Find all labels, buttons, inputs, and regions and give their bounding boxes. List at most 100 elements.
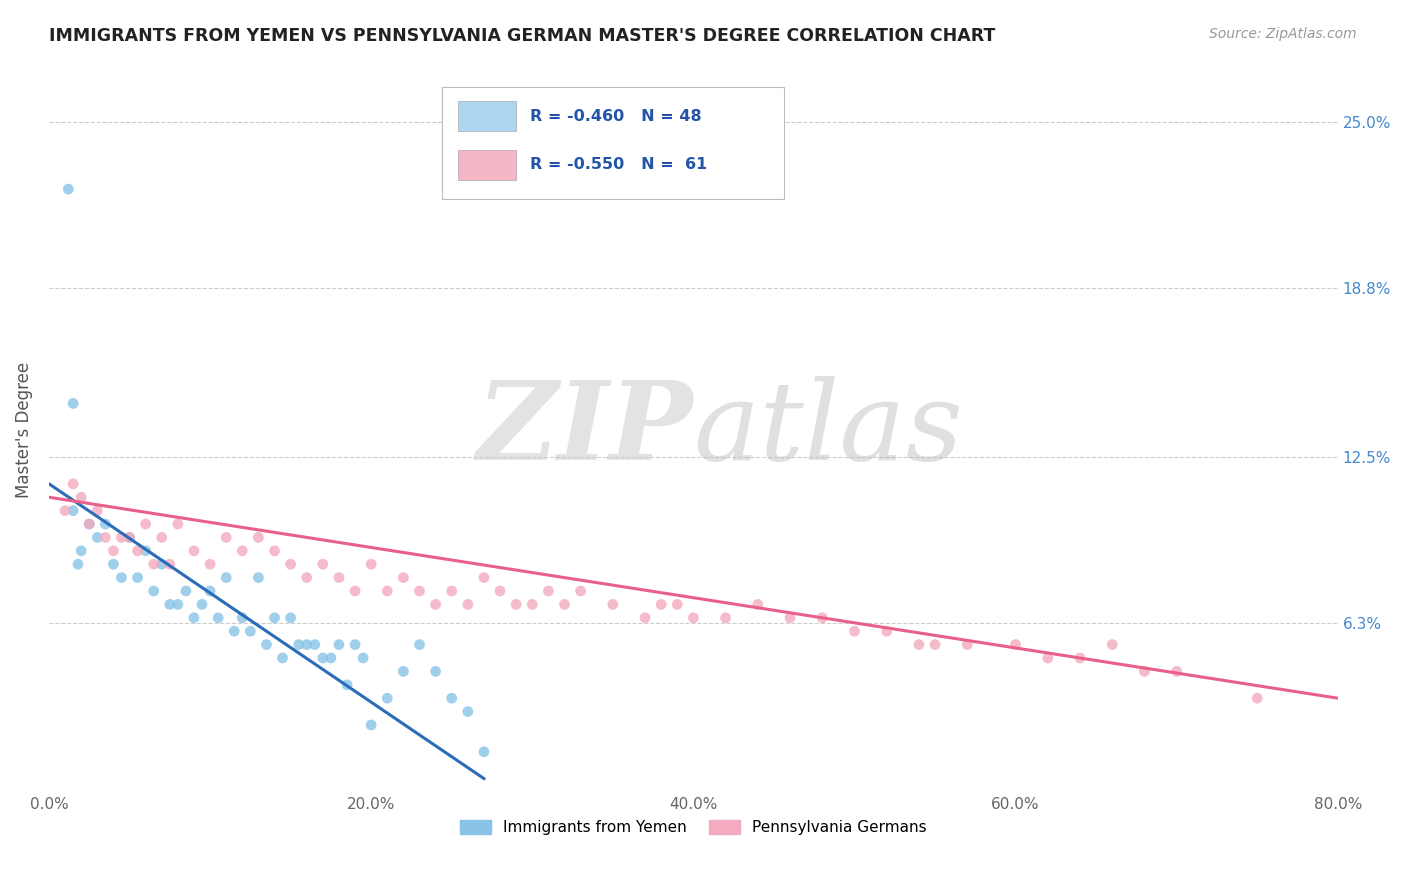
Bar bbox=[457, 101, 516, 131]
Point bbox=[924, 638, 946, 652]
Point bbox=[714, 611, 737, 625]
Point bbox=[224, 624, 246, 639]
Point bbox=[1069, 651, 1091, 665]
Point bbox=[159, 558, 181, 572]
Point bbox=[844, 624, 866, 639]
Point bbox=[166, 598, 188, 612]
Text: Source: ZipAtlas.com: Source: ZipAtlas.com bbox=[1209, 27, 1357, 41]
Point bbox=[908, 638, 931, 652]
Point bbox=[183, 611, 205, 625]
Point bbox=[747, 598, 769, 612]
Point bbox=[207, 611, 229, 625]
Point bbox=[150, 530, 173, 544]
Point bbox=[682, 611, 704, 625]
Point bbox=[375, 584, 398, 599]
Point bbox=[280, 611, 302, 625]
Point bbox=[1004, 638, 1026, 652]
Point bbox=[263, 544, 285, 558]
Point bbox=[553, 598, 575, 612]
Point bbox=[440, 691, 463, 706]
Point bbox=[103, 544, 125, 558]
Point bbox=[62, 396, 84, 410]
Point bbox=[1133, 665, 1156, 679]
Point bbox=[295, 638, 318, 652]
Point bbox=[876, 624, 898, 639]
Point bbox=[1246, 691, 1268, 706]
Point bbox=[159, 598, 181, 612]
Point bbox=[215, 571, 238, 585]
Y-axis label: Master's Degree: Master's Degree bbox=[15, 362, 32, 499]
Text: ZIP: ZIP bbox=[477, 376, 693, 484]
Point bbox=[135, 516, 157, 531]
Point bbox=[537, 584, 560, 599]
Point bbox=[66, 558, 89, 572]
Point bbox=[94, 530, 117, 544]
Point bbox=[360, 558, 382, 572]
Point bbox=[408, 638, 430, 652]
Point bbox=[472, 745, 495, 759]
Point bbox=[811, 611, 834, 625]
Point bbox=[150, 558, 173, 572]
Point bbox=[489, 584, 512, 599]
Point bbox=[650, 598, 672, 612]
Point bbox=[956, 638, 979, 652]
Text: atlas: atlas bbox=[693, 376, 963, 484]
Point bbox=[174, 584, 197, 599]
Point bbox=[375, 691, 398, 706]
Point bbox=[135, 544, 157, 558]
Point bbox=[256, 638, 278, 652]
Point bbox=[392, 571, 415, 585]
Point bbox=[280, 558, 302, 572]
Point bbox=[336, 678, 359, 692]
Point bbox=[239, 624, 262, 639]
Point bbox=[425, 665, 447, 679]
Point bbox=[183, 544, 205, 558]
Point bbox=[166, 516, 188, 531]
Point bbox=[58, 182, 80, 196]
Point bbox=[328, 638, 350, 652]
Point bbox=[110, 530, 132, 544]
Legend: Immigrants from Yemen, Pennsylvania Germans: Immigrants from Yemen, Pennsylvania Germ… bbox=[460, 820, 927, 835]
Point bbox=[319, 651, 342, 665]
Point bbox=[344, 584, 367, 599]
Point bbox=[62, 476, 84, 491]
Point bbox=[263, 611, 285, 625]
Point bbox=[231, 544, 253, 558]
Point bbox=[86, 503, 108, 517]
Point bbox=[287, 638, 309, 652]
Point bbox=[360, 718, 382, 732]
Point bbox=[53, 503, 76, 517]
Bar bbox=[457, 150, 516, 180]
Point bbox=[118, 530, 141, 544]
Point bbox=[522, 598, 544, 612]
Point bbox=[127, 571, 149, 585]
Point bbox=[77, 516, 100, 531]
Point bbox=[247, 530, 270, 544]
Point bbox=[215, 530, 238, 544]
Point bbox=[634, 611, 657, 625]
Point bbox=[666, 598, 689, 612]
Point bbox=[70, 490, 93, 504]
Point bbox=[344, 638, 367, 652]
Point bbox=[271, 651, 294, 665]
Point bbox=[191, 598, 214, 612]
Point bbox=[198, 584, 221, 599]
Point bbox=[457, 598, 479, 612]
Point bbox=[1166, 665, 1188, 679]
Point bbox=[295, 571, 318, 585]
Point bbox=[118, 530, 141, 544]
Point bbox=[110, 571, 132, 585]
FancyBboxPatch shape bbox=[441, 87, 783, 199]
Point bbox=[440, 584, 463, 599]
Text: R = -0.550   N =  61: R = -0.550 N = 61 bbox=[530, 157, 707, 172]
Point bbox=[779, 611, 801, 625]
Point bbox=[312, 558, 335, 572]
Point bbox=[312, 651, 335, 665]
Point bbox=[569, 584, 592, 599]
Point bbox=[86, 530, 108, 544]
Point bbox=[94, 516, 117, 531]
Point bbox=[352, 651, 374, 665]
Point bbox=[103, 558, 125, 572]
Point bbox=[77, 516, 100, 531]
Point bbox=[127, 544, 149, 558]
